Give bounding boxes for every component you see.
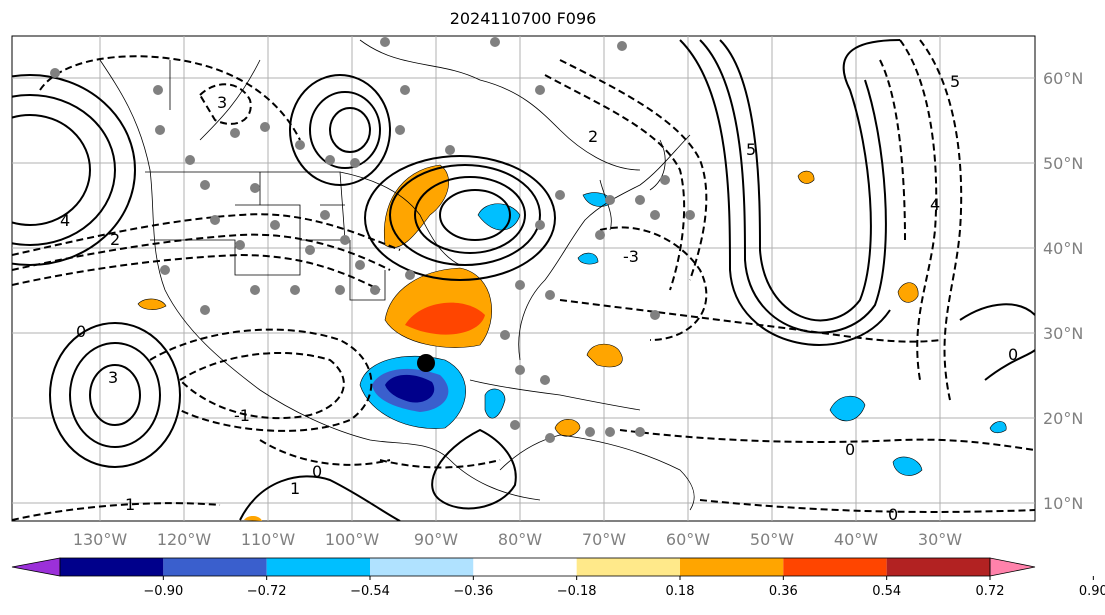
colorbar-extend-low: [11, 557, 61, 577]
colorbar-segment: [783, 558, 887, 576]
svg-text:2: 2: [110, 230, 120, 249]
colorbar-outline: [59, 557, 991, 577]
svg-text:40°N: 40°N: [1043, 239, 1083, 258]
map-title: 2024110700 F096: [449, 9, 597, 28]
svg-text:30°N: 30°N: [1043, 324, 1083, 343]
station-dots: [50, 37, 695, 443]
svg-text:5: 5: [950, 72, 960, 91]
colorbar-tick-label: −0.18: [557, 584, 597, 599]
colorbar-tick-label: 0.72: [976, 584, 1005, 599]
gridlines: [12, 36, 1035, 521]
colorbar-segment: [370, 558, 474, 576]
svg-text:0: 0: [845, 440, 855, 459]
colorbar-tick-label: 0.18: [666, 584, 695, 599]
svg-text:90°W: 90°W: [414, 530, 458, 549]
colorbar-tick-label: 0.54: [872, 584, 901, 599]
svg-text:60°N: 60°N: [1043, 69, 1083, 88]
colorbar-tick-label: 0.90: [1079, 584, 1105, 599]
colorbar-tick-label: 0.36: [769, 584, 798, 599]
longitude-labels: 130°W 120°W 110°W 100°W 90°W 80°W 70°W 6…: [73, 530, 962, 549]
svg-text:130°W: 130°W: [73, 530, 128, 549]
svg-text:60°W: 60°W: [666, 530, 710, 549]
colorbar-segment: [266, 558, 370, 576]
storm-marker: [417, 354, 435, 372]
svg-text:40°W: 40°W: [834, 530, 878, 549]
colorbar-tick-label: −0.54: [350, 584, 390, 599]
contour-labels: 3 2 4 3 -1 1 0 1 0 0 0 5 5 -3 2 0 4: [60, 72, 1018, 524]
svg-text:0: 0: [1008, 345, 1018, 364]
colorbar-segment: [60, 558, 164, 576]
map-frame: [11, 35, 1036, 522]
svg-text:110°W: 110°W: [241, 530, 296, 549]
dashed-contours: [12, 39, 1035, 521]
coastlines: [99, 39, 695, 511]
svg-text:5: 5: [746, 140, 756, 159]
colorbar-segment: [680, 558, 784, 576]
svg-text:50°W: 50°W: [750, 530, 794, 549]
colorbar-segment: [163, 558, 267, 576]
svg-text:1: 1: [290, 479, 300, 498]
colorbar-tick-label: −0.36: [453, 584, 493, 599]
svg-text:20°N: 20°N: [1043, 409, 1083, 428]
svg-text:10°N: 10°N: [1043, 494, 1083, 513]
colorbar-segment: [473, 558, 577, 576]
colorbar-tick-label: −0.90: [143, 584, 183, 599]
svg-text:100°W: 100°W: [325, 530, 380, 549]
colorbar-extend-high: [989, 557, 1036, 577]
svg-text:0: 0: [76, 322, 86, 341]
svg-text:0: 0: [312, 462, 322, 481]
colorbar-segment: [886, 558, 990, 576]
svg-text:3: 3: [108, 368, 118, 387]
solid-contours: [12, 39, 1035, 521]
svg-text:2: 2: [588, 127, 598, 146]
svg-text:3: 3: [217, 93, 227, 112]
colorbar-tick-label: −0.72: [247, 584, 287, 599]
svg-text:0: 0: [888, 505, 898, 524]
svg-text:4: 4: [60, 211, 70, 230]
latitude-labels: 60°N 50°N 40°N 30°N 20°N 10°N: [1043, 69, 1083, 513]
svg-text:-3: -3: [623, 247, 639, 266]
svg-text:70°W: 70°W: [582, 530, 626, 549]
svg-text:30°W: 30°W: [918, 530, 962, 549]
colorbar-segment: [576, 558, 680, 576]
svg-text:120°W: 120°W: [157, 530, 212, 549]
svg-text:50°N: 50°N: [1043, 154, 1083, 173]
svg-text:4: 4: [930, 195, 940, 214]
svg-text:80°W: 80°W: [498, 530, 542, 549]
svg-text:-1: -1: [234, 406, 250, 425]
svg-text:1: 1: [125, 495, 135, 514]
colorbar: −0.90 −0.72 −0.54 −0.36 −0.18 0.18 0.36 0.54 0.7…: [11, 557, 1105, 599]
